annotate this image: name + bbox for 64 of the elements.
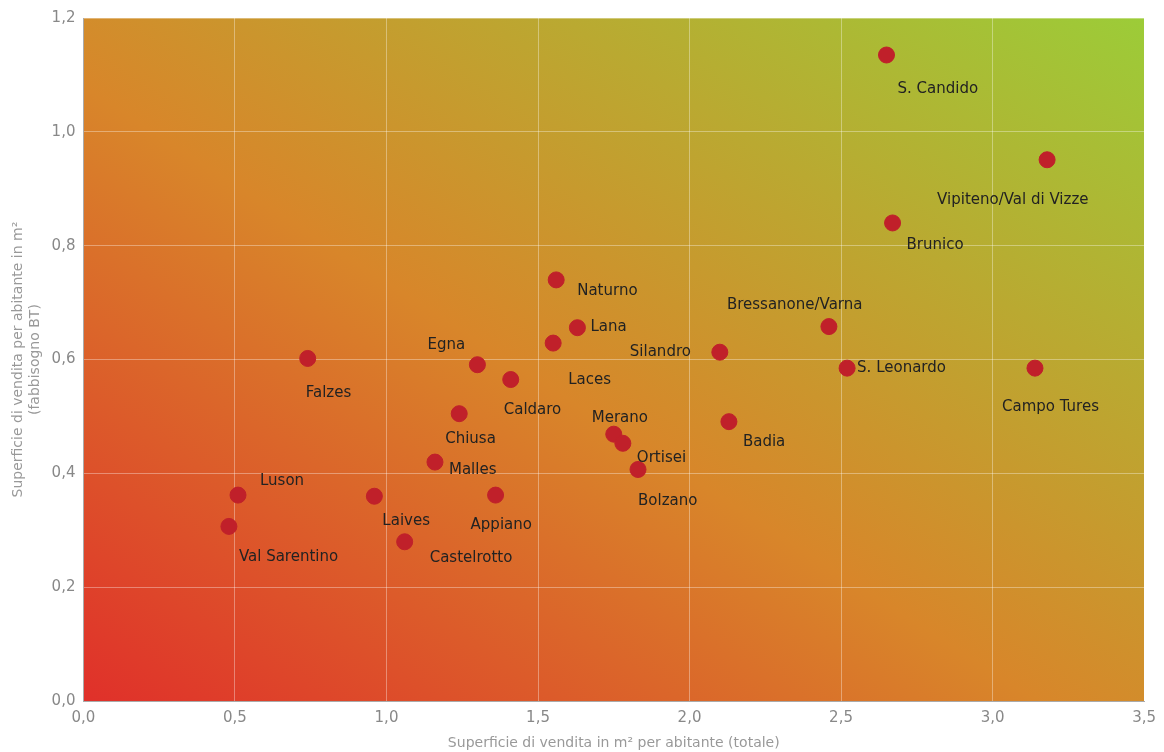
annotation: Caldaro — [503, 400, 562, 419]
point — [711, 343, 729, 361]
y-tick-label: 1,2 — [51, 7, 76, 26]
annotation: Brunico — [906, 234, 964, 253]
x-tick-label: 3,5 — [1132, 708, 1156, 727]
annotation: Laces — [568, 369, 612, 388]
point — [568, 319, 586, 337]
annotation: Vipiteno/Val di Vizze — [937, 189, 1089, 208]
y-tick-label: 0,0 — [51, 691, 76, 710]
point — [1038, 151, 1056, 169]
annotation: Luson — [260, 470, 305, 489]
point — [547, 271, 565, 289]
x-tick-label: 0,0 — [71, 708, 96, 727]
x-tick-label: 1,0 — [374, 708, 399, 727]
point — [502, 371, 520, 389]
annotation: S. Leonardo — [857, 358, 946, 377]
annotation: Chiusa — [445, 428, 496, 447]
x-tick-label: 0,5 — [223, 708, 247, 727]
point — [629, 460, 647, 478]
x-tick-label: 1,5 — [526, 708, 550, 727]
annotation: Lana — [590, 316, 627, 335]
annotation: Castelrotto — [429, 547, 513, 566]
annotation: Egna — [427, 334, 466, 353]
y-tick-label: 0,2 — [51, 577, 76, 596]
annotation: Silandro — [629, 342, 691, 361]
y-tick-label: 0,6 — [51, 349, 76, 368]
point — [884, 214, 902, 232]
annotation: Appiano — [470, 514, 532, 533]
y-tick-label: 1,0 — [51, 121, 76, 140]
point — [544, 334, 562, 352]
annotation: Malles — [448, 459, 497, 478]
x-tick-label: 3,0 — [980, 708, 1005, 727]
point — [229, 486, 247, 504]
y-axis-title: Superficie di vendita per abitante in m² (fabbisogno BT) — [9, 221, 42, 498]
point — [720, 413, 738, 431]
y-tick-label: 0,4 — [51, 463, 76, 482]
y-tick-label: 0,8 — [51, 235, 76, 254]
point — [365, 487, 383, 505]
point — [614, 434, 632, 452]
point — [426, 453, 444, 471]
point — [299, 349, 317, 367]
point — [487, 486, 505, 504]
x-tick-label: 2,0 — [677, 708, 702, 727]
annotation: Falzes — [305, 383, 352, 402]
annotation: Badia — [742, 431, 786, 450]
annotation: Naturno — [577, 280, 638, 299]
point — [468, 356, 486, 374]
annotation: Laives — [382, 511, 431, 530]
point — [820, 318, 838, 336]
annotation: Campo Tures — [1001, 397, 1100, 416]
annotation: Merano — [591, 408, 648, 427]
point — [220, 517, 238, 535]
x-axis-title: Superficie di vendita in m² per abitante (totale) — [447, 734, 780, 751]
annotation: Bressanone/Varna — [726, 295, 863, 314]
point — [450, 405, 468, 423]
annotation: Bolzano — [638, 491, 698, 510]
x-tick-label: 2,5 — [829, 708, 853, 727]
annotation: S. Candido — [897, 78, 979, 97]
annotation: Ortisei — [636, 448, 687, 467]
annotation: Val Sarentino — [238, 547, 339, 566]
point — [396, 533, 414, 551]
point — [1026, 359, 1044, 377]
point — [838, 359, 856, 377]
point — [877, 46, 895, 64]
